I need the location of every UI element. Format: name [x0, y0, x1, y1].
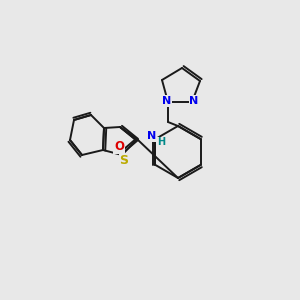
- Text: H: H: [157, 137, 165, 147]
- Text: N: N: [147, 131, 157, 141]
- Text: O: O: [114, 140, 124, 154]
- Text: S: S: [119, 154, 128, 167]
- Text: N: N: [162, 96, 172, 106]
- Text: N: N: [189, 96, 199, 106]
